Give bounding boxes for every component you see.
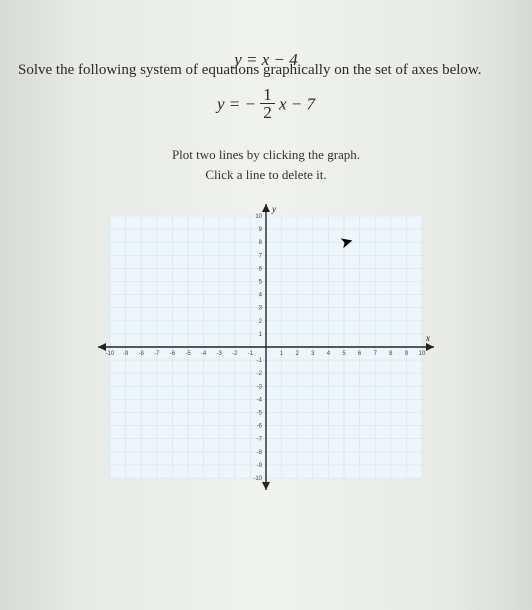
problem-prompt: Solve the following system of equations … — [18, 62, 482, 79]
svg-text:-7: -7 — [257, 437, 263, 443]
svg-text:-1: -1 — [257, 358, 263, 364]
svg-text:-6: -6 — [257, 424, 263, 430]
eq2-const: 7 — [307, 94, 316, 113]
svg-text:-8: -8 — [257, 450, 263, 456]
svg-text:-2: -2 — [232, 351, 238, 357]
svg-text:-8: -8 — [139, 351, 145, 357]
svg-text:-5: -5 — [185, 351, 191, 357]
svg-text:y: y — [271, 204, 276, 214]
svg-text:-1: -1 — [248, 351, 254, 357]
svg-text:-2: -2 — [257, 371, 263, 377]
instructions: Plot two lines by clicking the graph. Cl… — [0, 145, 532, 184]
svg-text:-4: -4 — [257, 397, 263, 403]
svg-text:-3: -3 — [257, 384, 263, 390]
eq2-minus: − — [291, 94, 307, 113]
svg-text:-7: -7 — [154, 351, 160, 357]
svg-text:-10: -10 — [106, 351, 115, 357]
svg-text:-10: -10 — [253, 476, 262, 482]
eq2-lhs: y — [217, 94, 225, 113]
eq2-var: x — [279, 94, 287, 113]
equations-block: y = x − 4 y = − 1 2 x − 7 — [0, 50, 532, 123]
svg-text:-6: -6 — [170, 351, 176, 357]
instruction-line-1: Plot two lines by clicking the graph. — [0, 145, 532, 165]
eq2-numerator: 1 — [260, 86, 275, 104]
svg-text:-3: -3 — [217, 351, 223, 357]
eq2-denominator: 2 — [260, 104, 275, 121]
eq2-fraction: 1 2 — [260, 86, 275, 121]
svg-text:-4: -4 — [201, 351, 207, 357]
coordinate-grid[interactable]: -10-9-8-7-6-5-4-3-2-11234567891012345678… — [96, 202, 436, 492]
svg-text:x: x — [425, 333, 430, 343]
svg-text:10: 10 — [419, 351, 426, 357]
svg-text:-9: -9 — [123, 351, 129, 357]
instruction-line-2: Click a line to delete it. — [0, 165, 532, 185]
svg-text:10: 10 — [255, 214, 262, 220]
eq2-equals: = − — [229, 94, 256, 113]
equation-2: y = − 1 2 x − 7 — [0, 88, 532, 123]
svg-text:-5: -5 — [257, 411, 263, 417]
svg-text:-9: -9 — [257, 463, 263, 469]
